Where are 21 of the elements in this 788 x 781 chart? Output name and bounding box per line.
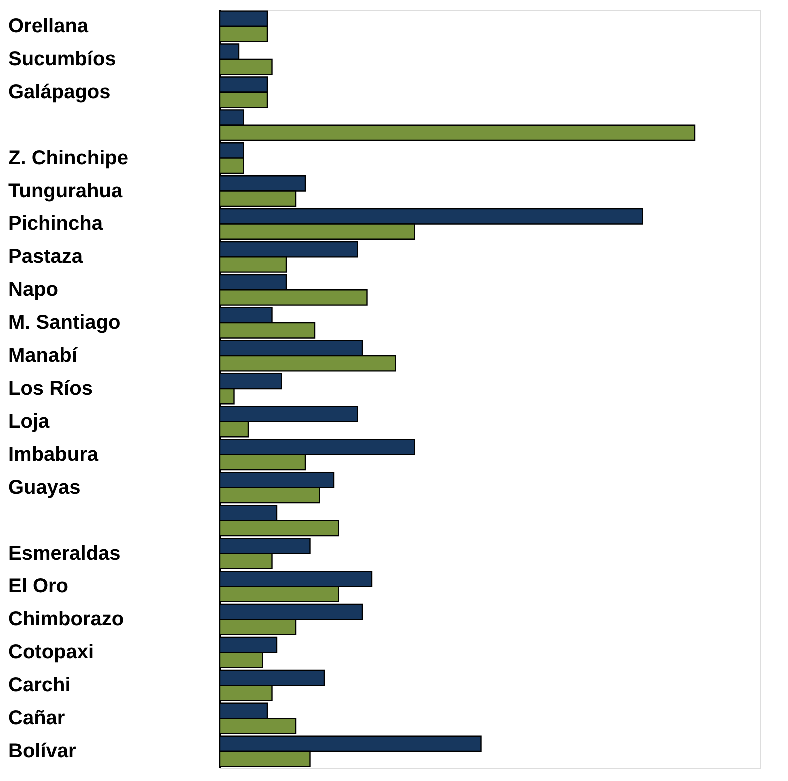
y-tick-label: M. Santiago (8, 312, 121, 334)
y-tick-label: El Oro (8, 576, 69, 598)
y-tick-label: Tungurahua (8, 180, 124, 202)
y-tick-label: Los Ríos (8, 378, 93, 400)
y-tick-label: Orellana (8, 15, 90, 38)
y-tick-label: Galápagos (8, 81, 111, 104)
y-tick-label: Cañar (8, 708, 66, 730)
y-tick-label: Z. Chinchipe (8, 147, 128, 170)
y-tick-label: Cotopaxi (8, 642, 94, 664)
y-tick-label: Manabí (8, 345, 79, 368)
y-tick-label: Carchi (8, 674, 71, 697)
y-tick-label: Guayas (8, 476, 81, 499)
y-tick-label: Bolívar (8, 740, 77, 763)
y-tick-label: Pastaza (8, 246, 84, 268)
y-tick-label: Napo (8, 279, 58, 302)
y-tick-label: Esmeraldas (8, 542, 121, 565)
y-tick-label: Sucumbíos (8, 48, 116, 70)
y-tick-label: Chimborazo (8, 608, 124, 631)
y-tick-label: Imbabura (8, 444, 100, 466)
y-tick-label: Pichincha (8, 213, 104, 236)
y-tick-label: Loja (8, 410, 50, 433)
